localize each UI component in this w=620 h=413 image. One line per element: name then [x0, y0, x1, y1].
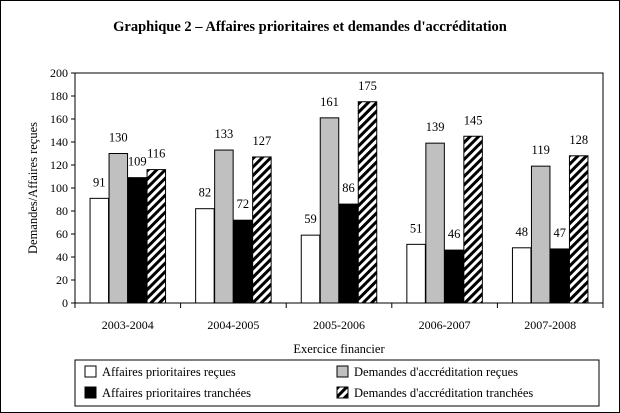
- bar: [444, 249, 464, 304]
- y-axis-title: Demandes/Affaires reçues: [26, 122, 40, 254]
- bar: [568, 155, 589, 304]
- y-tick-label: 80: [56, 204, 68, 218]
- y-tick-label: 40: [56, 250, 68, 264]
- data-label: 109: [128, 155, 147, 169]
- bar: [338, 203, 359, 304]
- data-label: 116: [147, 147, 165, 161]
- y-tick-label: 180: [50, 89, 68, 103]
- data-label: 175: [358, 79, 377, 93]
- y-tick-label: 0: [62, 296, 68, 310]
- y-tick-label: 120: [50, 158, 68, 172]
- y-tick-label: 20: [56, 273, 68, 287]
- x-tick-label: 2004-2005: [207, 318, 259, 332]
- data-label: 133: [215, 127, 234, 141]
- bar: [89, 197, 110, 304]
- bar: [233, 219, 253, 304]
- plot-area: 0 20 40 60 80 100 120 140 160 180 200 2003-2004 2004…: [50, 66, 604, 332]
- data-label: 139: [426, 120, 445, 134]
- data-label: 59: [304, 212, 317, 226]
- bar: [252, 156, 272, 304]
- bar: [425, 142, 445, 304]
- legend-label: Demandes d'accréditation reçues: [354, 365, 518, 379]
- legend-swatch: [84, 365, 97, 378]
- bar: [108, 153, 129, 304]
- y-tick-label: 100: [50, 181, 68, 195]
- legend-swatch: [336, 386, 349, 399]
- data-label: 72: [237, 197, 250, 211]
- data-label: 46: [448, 227, 461, 241]
- bar: [146, 169, 167, 304]
- data-label: 51: [410, 221, 423, 235]
- data-label: 145: [464, 113, 483, 127]
- data-label: 161: [320, 95, 339, 109]
- x-tick-label: 2006-2007: [419, 318, 471, 332]
- bar: [530, 165, 551, 304]
- chart-title: Graphique 2 – Affaires prioritaires et d…: [113, 19, 507, 35]
- bar: [463, 135, 483, 304]
- bar: [511, 247, 532, 304]
- x-tick-label: 2007-2008: [524, 318, 576, 332]
- data-label: 91: [93, 175, 106, 189]
- bar: [214, 149, 234, 304]
- legend-swatch: [84, 386, 97, 399]
- legend-swatch: [336, 365, 349, 378]
- data-label: 130: [109, 131, 128, 145]
- bar: [319, 117, 340, 304]
- legend-label: Demandes d'accréditation tranchées: [354, 386, 533, 400]
- bar: [549, 248, 570, 304]
- y-tick-label: 60: [56, 227, 68, 241]
- x-axis-title: Exercice financier: [293, 342, 385, 356]
- data-label: 48: [515, 225, 528, 239]
- legend-label: Affaires prioritaires reçues: [102, 365, 236, 379]
- y-tick-label: 200: [50, 66, 68, 80]
- y-tick-label: 160: [50, 112, 68, 126]
- bar: [406, 243, 426, 304]
- data-label: 86: [342, 181, 355, 195]
- data-label: 82: [199, 186, 212, 200]
- x-tick-label: 2005-2006: [313, 318, 365, 332]
- legend-label: Affaires prioritaires tranchées: [102, 386, 251, 400]
- x-tick-label: 2003-2004: [102, 318, 154, 332]
- bar: [300, 234, 321, 304]
- data-label: 47: [553, 226, 566, 240]
- bar: [195, 208, 215, 304]
- y-tick-label: 140: [50, 135, 68, 149]
- data-label: 128: [569, 133, 588, 147]
- data-label: 127: [253, 134, 272, 148]
- bar: [357, 101, 378, 304]
- legend: Affaires prioritaires reçues Demandes d'a…: [74, 359, 600, 407]
- data-label: 119: [532, 143, 550, 157]
- bar: [127, 177, 148, 304]
